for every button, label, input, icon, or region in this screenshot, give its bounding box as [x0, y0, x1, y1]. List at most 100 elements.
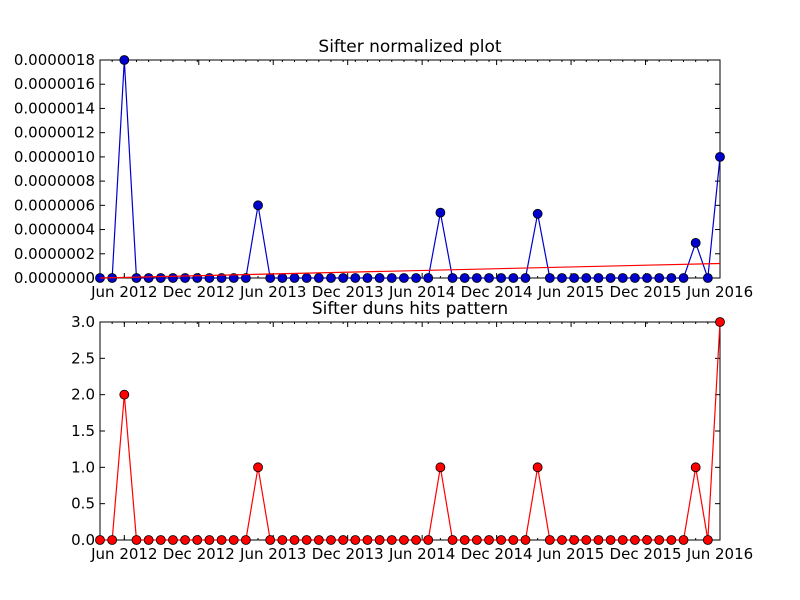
data-point	[496, 535, 507, 545]
x-tick-label: Dec 2015	[610, 545, 682, 563]
data-point	[678, 273, 689, 283]
data-point	[350, 535, 361, 545]
data-point	[532, 208, 543, 219]
x-tick-label: Jun 2013	[239, 545, 306, 563]
x-tick-label: Dec 2014	[461, 283, 533, 301]
data-point	[581, 535, 592, 545]
data-point	[520, 535, 531, 545]
data-point	[447, 273, 458, 283]
data-point	[180, 535, 190, 545]
data-point	[605, 535, 616, 545]
data-point	[593, 273, 604, 283]
y-tick-label: 0.0000000	[14, 269, 95, 287]
data-point	[143, 273, 154, 283]
data-point	[593, 535, 604, 545]
data-point	[301, 273, 312, 283]
data-point	[374, 273, 385, 283]
data-point	[168, 535, 178, 545]
data-point	[423, 535, 434, 545]
y-tick-label: 0.0000008	[14, 172, 95, 190]
data-point	[313, 273, 324, 283]
data-point	[143, 535, 154, 545]
x-tick-label: Dec 2014	[461, 545, 533, 563]
data-point	[362, 535, 373, 545]
data-point	[374, 535, 385, 545]
data-point	[544, 273, 555, 283]
data-point	[690, 462, 701, 473]
x-tick-label: Jun 2014	[388, 545, 455, 563]
y-tick-label: 3.0	[71, 313, 95, 331]
data-point	[277, 535, 288, 545]
data-point	[715, 317, 725, 327]
x-tick-label: Jun 2015	[537, 283, 604, 301]
data-point	[617, 535, 628, 545]
data-point	[423, 273, 434, 283]
data-point	[399, 535, 409, 545]
data-point	[350, 273, 361, 283]
y-tick-label: 0.5	[71, 495, 95, 513]
data-point	[289, 273, 300, 283]
data-point	[715, 151, 725, 162]
data-point	[520, 273, 531, 283]
data-point	[240, 535, 251, 545]
data-point	[569, 273, 580, 283]
data-point	[532, 462, 543, 473]
y-tick-label: 0.0000010	[14, 148, 95, 166]
data-point	[131, 535, 142, 545]
data-point	[386, 535, 397, 545]
y-tick-label: 0.0000012	[14, 124, 95, 142]
data-point	[654, 273, 665, 283]
y-tick-label: 0.0000016	[14, 75, 95, 93]
data-point	[654, 535, 665, 545]
data-point	[192, 273, 203, 283]
data-point	[459, 535, 470, 545]
x-tick-label: Jun 2016	[686, 545, 753, 563]
data-point	[508, 535, 519, 545]
data-point	[168, 273, 178, 283]
data-point	[107, 535, 118, 545]
data-point	[447, 535, 458, 545]
data-point	[642, 273, 652, 283]
data-point	[411, 273, 421, 283]
data-point	[459, 273, 470, 283]
x-tick-label: Dec 2012	[163, 283, 235, 301]
plot-frame	[99, 321, 721, 541]
data-point	[386, 273, 397, 283]
data-point	[240, 273, 251, 283]
data-point	[253, 462, 263, 473]
x-tick-label: Jun 2012	[90, 545, 157, 563]
y-tick-label: 2.5	[71, 349, 95, 367]
x-tick-label: Jun 2014	[388, 283, 455, 301]
data-point	[228, 535, 239, 545]
data-point	[642, 535, 652, 545]
y-tick-label: 0.0	[71, 531, 95, 549]
data-point	[581, 273, 592, 283]
data-point	[471, 535, 482, 545]
data-point	[666, 535, 677, 545]
y-tick-label: 0.0000014	[14, 99, 95, 117]
data-point	[569, 535, 580, 545]
data-point	[119, 55, 130, 65]
data-point	[605, 273, 616, 283]
data-point	[362, 273, 373, 283]
x-tick-label: Jun 2012	[90, 283, 157, 301]
data-point	[338, 535, 349, 545]
series-line	[100, 59, 721, 279]
data-point	[253, 200, 263, 211]
y-tick-label: 0.0000002	[14, 245, 95, 263]
y-tick-label: 0.0000018	[14, 51, 95, 69]
x-tick-label: Jun 2016	[686, 283, 753, 301]
data-point	[496, 273, 507, 283]
data-point	[338, 273, 349, 283]
y-tick-label: 1.5	[71, 422, 95, 440]
trend-line	[99, 262, 721, 279]
x-tick-label: Dec 2012	[163, 545, 235, 563]
x-tick-label: Dec 2013	[312, 283, 384, 301]
data-point	[630, 273, 640, 283]
y-tick-label: 0.0000004	[14, 221, 95, 239]
data-point	[228, 273, 239, 283]
data-point	[265, 535, 276, 545]
data-point	[630, 535, 640, 545]
y-tick-label: 1.0	[71, 458, 95, 476]
